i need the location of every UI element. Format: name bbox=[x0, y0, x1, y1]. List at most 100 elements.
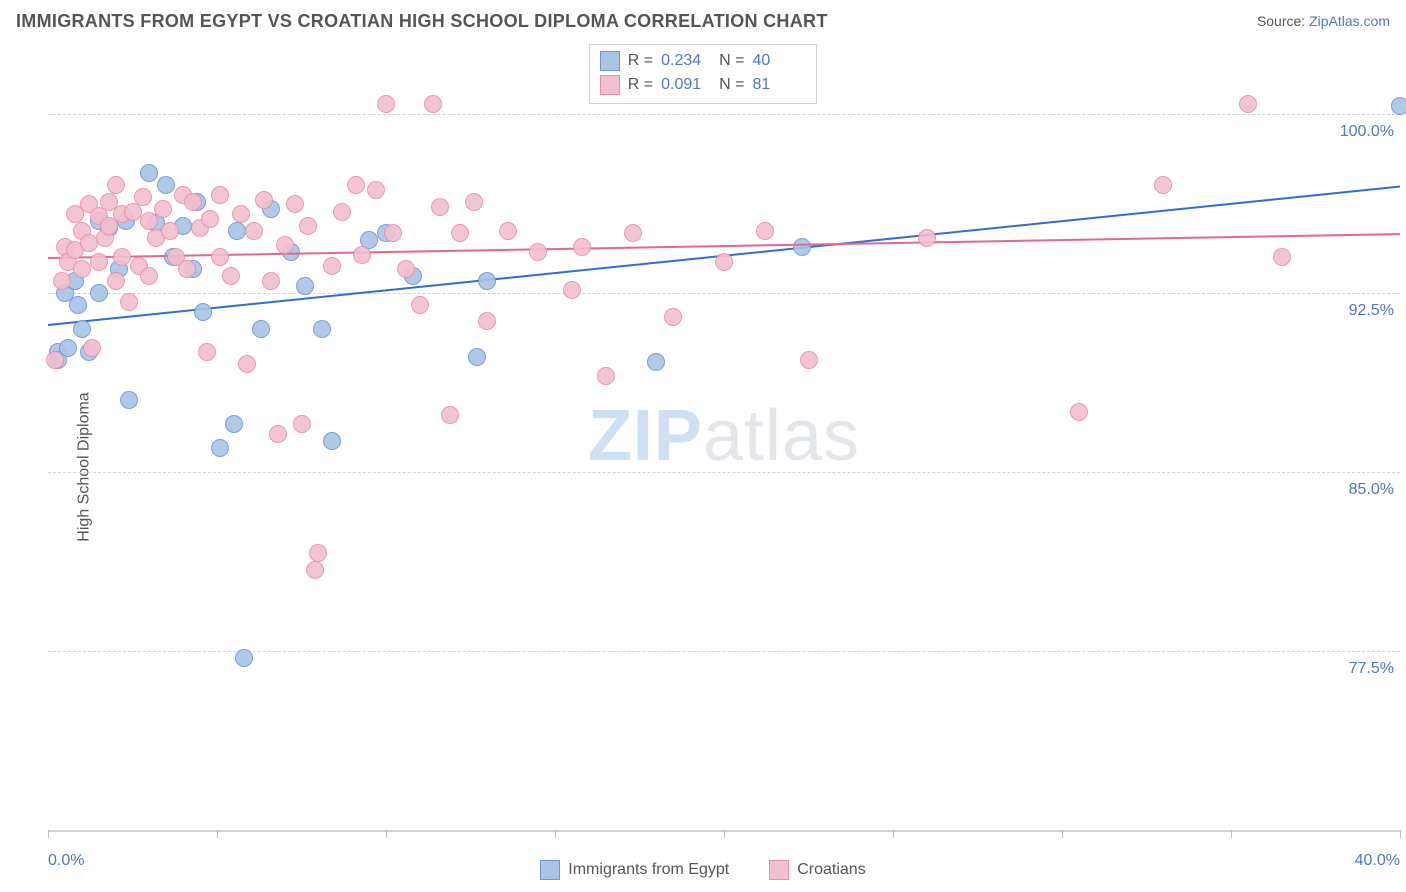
stats-r-label: R = bbox=[628, 76, 653, 94]
scatter-point-croatians bbox=[465, 193, 483, 211]
scatter-point-croatians bbox=[276, 236, 294, 254]
scatter-point-croatians bbox=[563, 281, 581, 299]
scatter-point-croatians bbox=[424, 95, 442, 113]
stats-n-label: N = bbox=[719, 76, 744, 94]
source-label: Source: bbox=[1257, 13, 1305, 29]
scatter-point-croatians bbox=[134, 188, 152, 206]
scatter-point-croatians bbox=[597, 367, 615, 385]
scatter-point-croatians bbox=[411, 296, 429, 314]
watermark: ZIPatlas bbox=[588, 395, 860, 477]
x-tick bbox=[893, 830, 894, 838]
scatter-point-egypt bbox=[194, 303, 212, 321]
scatter-point-croatians bbox=[478, 312, 496, 330]
scatter-point-croatians bbox=[431, 198, 449, 216]
scatter-point-croatians bbox=[529, 243, 547, 261]
scatter-point-croatians bbox=[80, 234, 98, 252]
scatter-point-egypt bbox=[225, 415, 243, 433]
watermark-part-a: ZIP bbox=[588, 396, 703, 476]
stats-row-croatians: R = 0.091 N = 81 bbox=[600, 73, 803, 97]
scatter-point-egypt bbox=[468, 348, 486, 366]
scatter-point-croatians bbox=[286, 195, 304, 213]
scatter-point-croatians bbox=[306, 561, 324, 579]
legend-item-croatians: Croatians bbox=[769, 860, 865, 880]
scatter-point-egypt bbox=[647, 353, 665, 371]
stats-r-label: R = bbox=[628, 52, 653, 70]
stats-box: R = 0.234 N = 40 R = 0.091 N = 81 bbox=[589, 44, 818, 104]
scatter-point-egypt bbox=[313, 320, 331, 338]
scatter-point-egypt bbox=[228, 222, 246, 240]
scatter-point-egypt bbox=[793, 238, 811, 256]
swatch-egypt bbox=[600, 51, 620, 71]
scatter-point-croatians bbox=[120, 293, 138, 311]
scatter-point-croatians bbox=[1239, 95, 1257, 113]
scatter-point-croatians bbox=[333, 203, 351, 221]
scatter-point-egypt bbox=[90, 284, 108, 302]
x-tick bbox=[217, 830, 218, 838]
stats-r-croatians: 0.091 bbox=[661, 76, 711, 94]
x-tick bbox=[724, 830, 725, 838]
y-tick-label: 85.0% bbox=[1349, 481, 1394, 499]
y-tick-label: 92.5% bbox=[1349, 302, 1394, 320]
x-tick bbox=[48, 830, 49, 838]
x-tick bbox=[1400, 830, 1401, 838]
scatter-point-croatians bbox=[715, 253, 733, 271]
scatter-point-croatians bbox=[73, 260, 91, 278]
scatter-point-croatians bbox=[178, 260, 196, 278]
scatter-point-croatians bbox=[323, 257, 341, 275]
scatter-point-croatians bbox=[309, 544, 327, 562]
scatter-point-croatians bbox=[347, 176, 365, 194]
scatter-point-croatians bbox=[53, 272, 71, 290]
scatter-point-egypt bbox=[69, 296, 87, 314]
scatter-point-croatians bbox=[90, 253, 108, 271]
stats-r-egypt: 0.234 bbox=[661, 52, 711, 70]
scatter-point-croatians bbox=[624, 224, 642, 242]
scatter-point-egypt bbox=[211, 439, 229, 457]
scatter-point-croatians bbox=[397, 260, 415, 278]
scatter-point-croatians bbox=[353, 246, 371, 264]
y-tick-label: 100.0% bbox=[1340, 123, 1394, 141]
gridline: 100.0% bbox=[48, 114, 1400, 115]
scatter-point-croatians bbox=[293, 415, 311, 433]
legend: Immigrants from Egypt Croatians bbox=[0, 860, 1406, 880]
scatter-point-croatians bbox=[107, 176, 125, 194]
scatter-point-croatians bbox=[140, 267, 158, 285]
gridline: 85.0% bbox=[48, 472, 1400, 473]
scatter-point-croatians bbox=[107, 272, 125, 290]
scatter-point-croatians bbox=[499, 222, 517, 240]
scatter-point-croatians bbox=[441, 406, 459, 424]
scatter-point-egypt bbox=[478, 272, 496, 290]
scatter-point-egypt bbox=[120, 391, 138, 409]
scatter-point-croatians bbox=[451, 224, 469, 242]
scatter-point-egypt bbox=[296, 277, 314, 295]
chart-title: IMMIGRANTS FROM EGYPT VS CROATIAN HIGH S… bbox=[16, 11, 828, 32]
y-tick-label: 77.5% bbox=[1349, 660, 1394, 678]
scatter-point-croatians bbox=[918, 229, 936, 247]
stats-n-croatians: 81 bbox=[752, 76, 802, 94]
scatter-point-croatians bbox=[800, 351, 818, 369]
swatch-croatians bbox=[600, 75, 620, 95]
x-tick bbox=[1062, 830, 1063, 838]
scatter-point-egypt bbox=[140, 164, 158, 182]
chart-header: IMMIGRANTS FROM EGYPT VS CROATIAN HIGH S… bbox=[0, 0, 1406, 42]
scatter-point-croatians bbox=[384, 224, 402, 242]
scatter-point-croatians bbox=[184, 193, 202, 211]
chart-container: High School Diploma ZIPatlas R = 0.234 N… bbox=[0, 42, 1406, 892]
scatter-point-croatians bbox=[1273, 248, 1291, 266]
scatter-point-croatians bbox=[664, 308, 682, 326]
x-tick bbox=[386, 830, 387, 838]
scatter-point-croatians bbox=[367, 181, 385, 199]
source-link[interactable]: ZipAtlas.com bbox=[1309, 13, 1390, 29]
x-tick bbox=[1231, 830, 1232, 838]
scatter-point-croatians bbox=[113, 248, 131, 266]
scatter-point-croatians bbox=[269, 425, 287, 443]
scatter-point-croatians bbox=[211, 186, 229, 204]
scatter-point-egypt bbox=[1391, 97, 1406, 115]
scatter-point-croatians bbox=[245, 222, 263, 240]
watermark-part-b: atlas bbox=[703, 396, 860, 476]
scatter-point-croatians bbox=[232, 205, 250, 223]
scatter-point-croatians bbox=[161, 222, 179, 240]
stats-n-egypt: 40 bbox=[752, 52, 802, 70]
x-tick bbox=[555, 830, 556, 838]
scatter-point-croatians bbox=[262, 272, 280, 290]
scatter-point-croatians bbox=[299, 217, 317, 235]
